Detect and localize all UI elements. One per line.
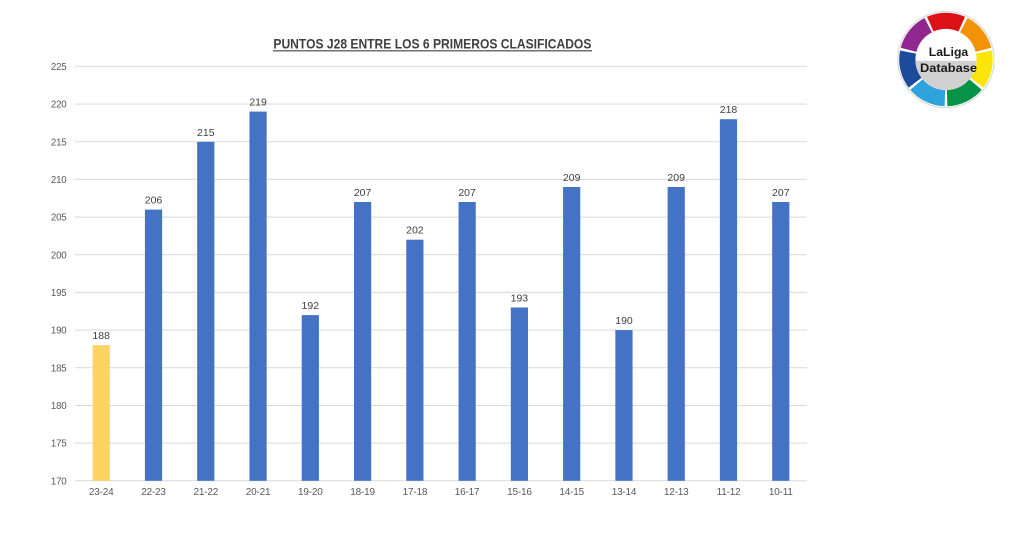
svg-text:23-24: 23-24 xyxy=(89,487,114,498)
svg-text:19-20: 19-20 xyxy=(298,487,323,498)
svg-text:16-17: 16-17 xyxy=(455,487,480,498)
svg-text:207: 207 xyxy=(772,187,790,199)
svg-text:209: 209 xyxy=(667,172,685,184)
svg-text:202: 202 xyxy=(406,225,424,237)
svg-text:218: 218 xyxy=(720,104,738,116)
svg-text:215: 215 xyxy=(51,137,67,148)
svg-text:220: 220 xyxy=(51,100,67,111)
svg-text:LaLiga: LaLiga xyxy=(929,47,969,59)
svg-text:18-19: 18-19 xyxy=(350,487,375,498)
svg-text:21-22: 21-22 xyxy=(194,487,219,498)
svg-text:15-16: 15-16 xyxy=(507,487,532,498)
svg-text:185: 185 xyxy=(51,363,67,374)
svg-text:14-15: 14-15 xyxy=(559,487,584,498)
svg-text:12-13: 12-13 xyxy=(664,487,689,498)
svg-text:192: 192 xyxy=(302,300,320,312)
svg-text:20-21: 20-21 xyxy=(246,487,271,498)
svg-text:190: 190 xyxy=(51,326,67,337)
svg-text:215: 215 xyxy=(197,127,215,139)
svg-text:219: 219 xyxy=(249,97,267,109)
svg-text:200: 200 xyxy=(51,250,67,261)
svg-text:175: 175 xyxy=(51,439,67,450)
svg-text:11-12: 11-12 xyxy=(717,487,741,498)
svg-text:206: 206 xyxy=(145,195,163,207)
svg-text:17-18: 17-18 xyxy=(403,487,428,498)
svg-text:188: 188 xyxy=(92,330,110,342)
svg-text:207: 207 xyxy=(458,187,476,199)
svg-text:170: 170 xyxy=(51,476,67,487)
svg-text:225: 225 xyxy=(51,62,67,73)
svg-text:22-23: 22-23 xyxy=(141,487,166,498)
svg-text:PUNTOS J28 ENTRE LOS 6 PRIMERO: PUNTOS J28 ENTRE LOS 6 PRIMEROS CLASIFIC… xyxy=(273,36,591,52)
svg-text:205: 205 xyxy=(51,213,67,224)
svg-text:Database: Database xyxy=(920,63,977,75)
svg-text:180: 180 xyxy=(51,401,67,412)
svg-text:193: 193 xyxy=(511,293,529,305)
svg-text:209: 209 xyxy=(563,172,581,184)
svg-text:207: 207 xyxy=(354,187,372,199)
svg-text:13-14: 13-14 xyxy=(612,487,637,498)
svg-text:190: 190 xyxy=(615,315,633,327)
svg-text:10-11: 10-11 xyxy=(769,487,793,498)
svg-text:195: 195 xyxy=(51,288,67,299)
svg-text:210: 210 xyxy=(51,175,67,186)
